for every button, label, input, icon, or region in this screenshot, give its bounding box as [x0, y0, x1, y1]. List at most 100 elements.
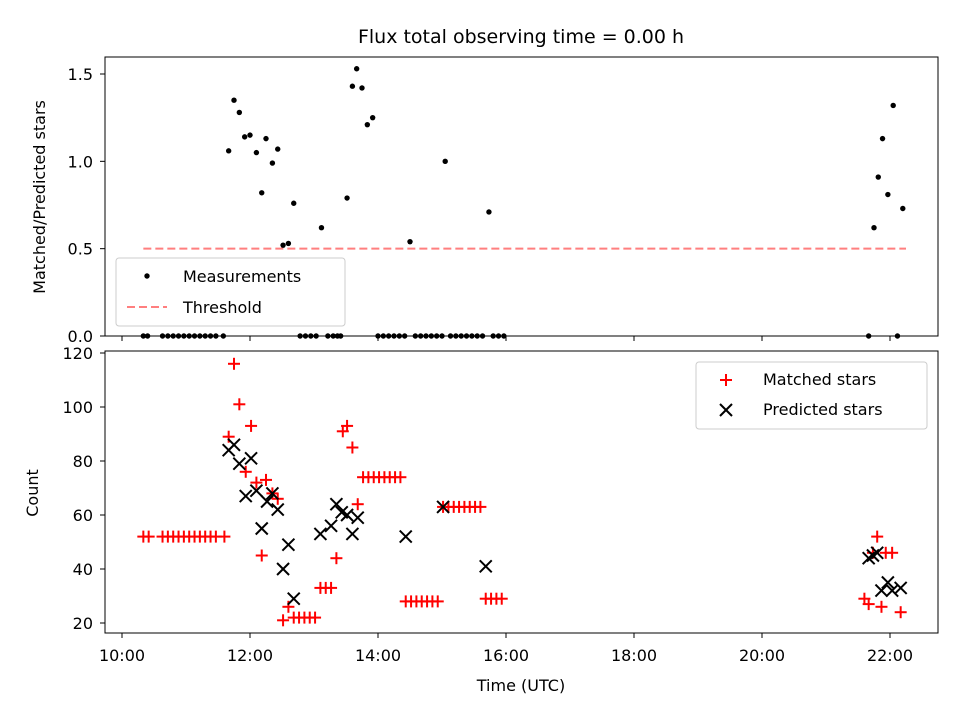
bottom-xtick-label: 16:00 — [483, 646, 529, 665]
measurement-point — [170, 333, 176, 339]
measurement-point — [433, 333, 440, 339]
measurement-point — [385, 333, 392, 339]
matched-star-point — [245, 419, 258, 432]
measurement-point — [207, 333, 214, 339]
predicted-star-point — [874, 583, 889, 598]
measurement-point — [241, 134, 248, 140]
bottom-ytick-label: 60 — [73, 506, 93, 525]
bottom-ytick-label: 120 — [62, 344, 93, 363]
measurement-point — [275, 146, 281, 152]
measurement-point — [231, 97, 237, 103]
measurement-point — [412, 333, 419, 339]
count-points — [137, 357, 908, 627]
predicted-star-point — [436, 500, 450, 514]
bottom-xtick-label: 18:00 — [611, 646, 657, 665]
measurement-point — [159, 333, 166, 339]
predicted-star-point — [281, 537, 296, 552]
bottom-xlabel: Time (UTC) — [476, 676, 565, 695]
predicted-star-point — [329, 497, 344, 511]
measurement-point — [879, 135, 886, 142]
measurement-point — [225, 148, 232, 154]
measurement-point — [890, 102, 896, 109]
legend-matched-label: Matched stars — [763, 370, 876, 389]
bottom-xtick-label: 10:00 — [99, 646, 145, 665]
measurement-point — [337, 333, 344, 339]
bottom-ytick-label: 40 — [73, 560, 93, 579]
measurement-points — [140, 66, 906, 339]
predicted-star-point — [239, 489, 253, 503]
predicted-star-point — [227, 438, 241, 452]
matched-star-point — [239, 465, 252, 478]
predicted-star-point — [893, 581, 908, 595]
measurement-point — [144, 333, 151, 339]
matched-star-point — [250, 476, 263, 489]
measurement-point — [447, 333, 454, 339]
measurement-point — [875, 174, 881, 180]
predicted-star-point — [479, 559, 493, 574]
bottom-x-ticks: 10:00 12:00 14:00 16:00 18:00 20:00 22:00 — [99, 633, 913, 665]
measurement-point — [407, 238, 413, 245]
measurement-point — [439, 333, 445, 339]
measurement-point — [220, 333, 227, 339]
matched-star-point — [260, 473, 272, 486]
matched-star-point — [228, 357, 240, 370]
measurement-point — [391, 333, 397, 339]
predicted-star-point — [870, 546, 884, 560]
matched-star-point — [894, 606, 907, 619]
predicted-star-point — [399, 529, 413, 544]
top-legend-box — [115, 257, 346, 327]
matched-star-point — [495, 592, 508, 605]
matched-star-point — [330, 552, 343, 565]
measurement-point — [297, 333, 303, 339]
measurement-point — [401, 333, 408, 339]
measurement-point — [865, 333, 872, 339]
measurement-point — [236, 109, 243, 116]
matched-star-point — [255, 549, 268, 562]
measurement-point — [191, 333, 198, 339]
measurement-point — [175, 333, 182, 339]
predicted-star-point — [276, 562, 290, 576]
top-y-ticks: 0.0 0.5 1.0 1.5 — [68, 65, 105, 346]
bottom-xtick-label: 20:00 — [739, 646, 785, 665]
predicted-star-point — [324, 519, 338, 533]
predicted-star-point — [313, 527, 328, 541]
predicted-star-point — [265, 486, 280, 501]
predicted-star-point — [249, 483, 264, 498]
measurement-point — [353, 66, 360, 72]
measurement-point — [291, 200, 297, 206]
bottom-legend: Matched stars Predicted stars — [695, 361, 928, 430]
measurement-point — [885, 191, 891, 198]
bottom-panel: Count Time (UTC) 20 40 60 80 100 120 10:00 12:… — [23, 344, 939, 695]
measurement-point — [428, 333, 435, 339]
measurement-point — [313, 333, 319, 339]
measurement-point — [181, 333, 187, 339]
measurement-point — [894, 333, 901, 339]
measurement-point — [263, 135, 269, 142]
measurement-point — [140, 333, 147, 339]
chart-title: Flux total observing time = 0.00 h — [358, 26, 684, 48]
measurement-point — [318, 225, 325, 231]
matched-star-point — [346, 441, 359, 454]
measurement-point — [380, 333, 387, 339]
measurement-point — [330, 333, 336, 339]
top-ylabel: Matched/Predicted stars — [30, 100, 49, 294]
legend-measurements-marker — [144, 273, 150, 279]
measurement-point — [396, 333, 403, 339]
measurement-point — [375, 333, 381, 339]
bottom-ylabel: Count — [23, 469, 42, 517]
matched-star-point — [142, 530, 155, 543]
bottom-ytick-label: 100 — [62, 398, 93, 417]
matched-star-point — [871, 530, 884, 543]
measurement-point — [302, 333, 309, 339]
matched-star-point — [222, 430, 235, 443]
predicted-star-point — [340, 508, 354, 522]
measurement-point — [253, 149, 260, 156]
top-legend: Measurements Threshold — [115, 257, 346, 327]
measurement-point — [453, 333, 459, 339]
measurement-point — [259, 190, 265, 196]
matched-star-point — [886, 546, 899, 559]
measurement-point — [369, 114, 376, 121]
top-ytick-label: 0.5 — [68, 240, 93, 259]
